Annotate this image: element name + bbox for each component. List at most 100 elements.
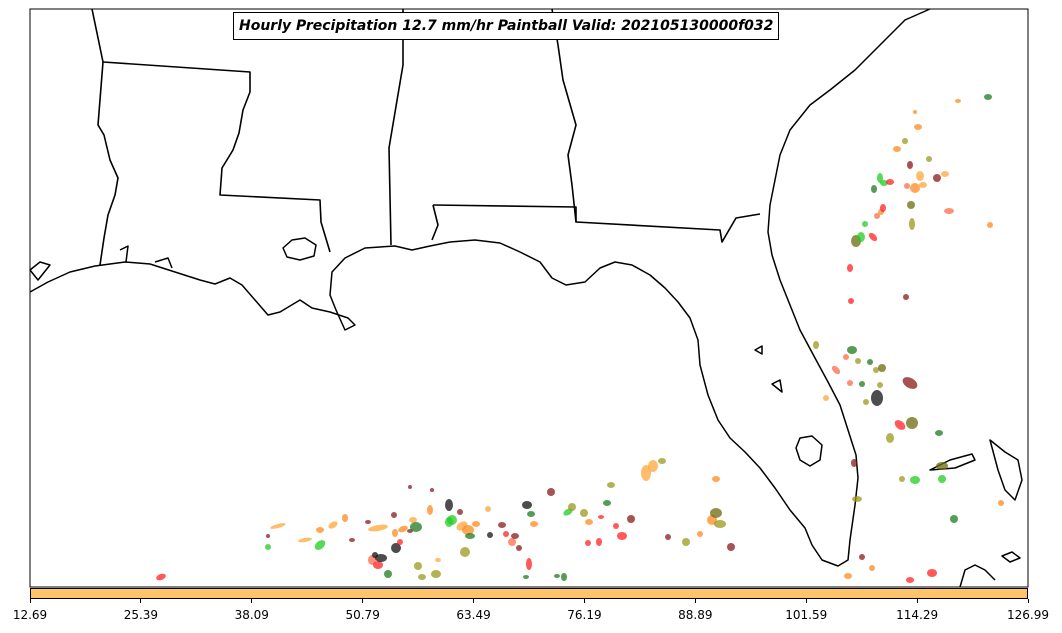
precip-blob [530, 521, 538, 527]
precip-blob [727, 543, 735, 551]
precip-blob [823, 395, 829, 401]
precip-blob [831, 365, 841, 375]
precip-blob [414, 562, 422, 570]
precip-blob [472, 521, 480, 527]
precip-blob [914, 124, 922, 130]
precip-blob [445, 517, 453, 527]
colorbar-tick [805, 599, 807, 603]
precip-blob [498, 522, 506, 528]
precip-blob [909, 218, 915, 230]
colorbar-tick-label: 50.79 [345, 608, 380, 622]
colorbar-tick-label: 126.99 [1007, 608, 1049, 622]
precip-blob [843, 354, 849, 360]
precip-blob [516, 545, 522, 551]
precip-blob [863, 399, 869, 405]
precip-blob [847, 380, 853, 386]
colorbar-tick [694, 599, 696, 603]
precip-blob [427, 505, 433, 515]
colorbar-tick-label: 63.49 [456, 608, 491, 622]
precip-blob [682, 538, 690, 546]
lake-pontchartrain [282, 237, 317, 261]
precip-blob [851, 459, 857, 467]
la-marsh [154, 257, 173, 269]
precip-blob [878, 364, 886, 372]
precip-blob [596, 538, 602, 546]
precip-blob [658, 458, 666, 464]
precip-blob [568, 503, 576, 511]
precip-blob [373, 561, 383, 569]
precip-blob [873, 367, 879, 373]
precip-blob [641, 465, 651, 481]
precip-blob [585, 519, 593, 525]
precip-blob [880, 180, 888, 186]
island-abaco [989, 439, 1023, 501]
precip-blob [933, 174, 941, 182]
precip-blob [848, 298, 854, 304]
precip-blob [859, 554, 865, 560]
precip-blob [265, 544, 271, 550]
colorbar-tick [362, 599, 364, 603]
precip-blob [857, 232, 865, 242]
precip-blob [913, 110, 917, 114]
lake-fl-1 [754, 345, 763, 355]
precip-blob [710, 508, 722, 518]
precip-blob [869, 565, 875, 571]
precip-blob [941, 171, 949, 177]
colorbar-tick [29, 599, 31, 603]
precip-blob [936, 462, 948, 470]
precip-blob [375, 554, 387, 562]
precip-blob [460, 547, 470, 557]
precip-blob [316, 527, 324, 533]
precip-blob [462, 525, 474, 535]
island-andros [959, 564, 996, 588]
lake-fl-2 [771, 379, 783, 393]
colorbar-tick-label: 38.09 [234, 608, 269, 622]
colorbar-tick-label: 114.29 [896, 608, 939, 622]
precip-blob [855, 358, 861, 364]
precip-blob [987, 222, 993, 228]
precip-blob [904, 183, 910, 189]
colorbar-tick [140, 599, 142, 603]
map-title: Hourly Precipitation 12.7 mm/hr Paintbal… [233, 12, 780, 40]
precip-blob [372, 552, 378, 558]
precip-blob [487, 532, 493, 538]
colorbar-tick [473, 599, 475, 603]
precip-blob [648, 460, 658, 472]
precip-blob [886, 433, 894, 443]
texas-bay [29, 261, 51, 281]
precip-blob [910, 476, 920, 484]
colorbar-tick [1027, 599, 1029, 603]
precip-blob [714, 520, 726, 528]
precip-blob [950, 515, 958, 523]
precip-blob [859, 381, 865, 387]
precipitation-blobs [156, 94, 1004, 583]
precip-blob [342, 514, 348, 522]
precip-blob [998, 500, 1004, 506]
precip-blob [431, 570, 441, 578]
border-al-ga [551, 8, 577, 223]
precip-blob [392, 529, 398, 537]
precip-blob [508, 538, 516, 546]
precip-blob [907, 161, 913, 169]
precip-blob [397, 539, 403, 545]
precip-blob [485, 506, 491, 512]
precip-blob [919, 182, 927, 188]
map-frame [29, 8, 1029, 588]
precip-blob [349, 538, 355, 542]
precip-blob [617, 532, 627, 540]
colorbar-tick-label: 76.19 [567, 608, 602, 622]
lake-okeechobee [795, 435, 823, 467]
precip-blob [430, 488, 434, 492]
precip-blob [547, 488, 555, 496]
precip-blob [844, 573, 852, 579]
precip-blob [408, 485, 412, 489]
precip-blob [813, 341, 819, 349]
precip-blob [944, 208, 954, 214]
island-small [1001, 551, 1021, 563]
precip-blob [503, 531, 509, 537]
precip-blob [465, 533, 475, 539]
precip-blob [418, 574, 426, 580]
coastline [29, 8, 1023, 588]
precip-blob [868, 232, 878, 242]
